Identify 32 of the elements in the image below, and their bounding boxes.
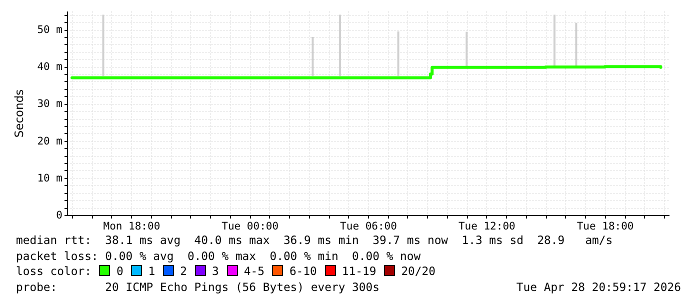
x-tick-label: Mon 18:00 [103, 220, 160, 232]
x-tick-label: Tue 12:00 [458, 220, 516, 232]
x-tick-label: Tue 00:00 [222, 220, 279, 232]
y-tick-label: 0 [56, 210, 62, 222]
x-tick-label: Tue 06:00 [340, 220, 397, 232]
legend-label: 20/20 [401, 264, 436, 278]
y-tick-label: 10 m [37, 172, 62, 184]
text: median rtt: 38.1 ms avg 40.0 ms max 36.9 ms min 39.7 ms now 1.3 ms sd 28.9 am/s [16, 233, 614, 249]
text: probe: 20 ICMP Echo Pings (56 Bytes) every 300s [16, 280, 380, 294]
legend-title: loss color: [16, 264, 92, 278]
bar [397, 31, 400, 76]
legend-label: 6-10 [289, 264, 317, 278]
legend-label: 11-19 [342, 264, 376, 278]
text: packet loss: 0.00 % avg 0.00 % max 0.00 % min 0.00 % now [16, 248, 422, 264]
y-tick-label: 20 m [37, 135, 62, 148]
x-tick-label: Tue 18:00 [576, 220, 634, 232]
legend-label: 1 [148, 264, 156, 278]
bar [553, 14, 556, 67]
y-tick-label: 50 m [37, 24, 62, 36]
bar [339, 14, 342, 76]
legend-label: 0 [116, 264, 124, 278]
text: Tue Apr 28 20:59:17 2026 [516, 280, 681, 296]
y-tick-label: 30 m [37, 98, 62, 110]
y-axis-title: Seconds [12, 89, 26, 138]
legend-label: 2 [180, 264, 188, 278]
bar [466, 32, 468, 67]
bar [312, 36, 314, 76]
legend-label: 3 [212, 264, 219, 278]
bar [102, 14, 104, 76]
y-tick-label: 40 m [37, 61, 62, 74]
legend-label: 4-5 [244, 264, 264, 278]
bar [575, 22, 578, 67]
